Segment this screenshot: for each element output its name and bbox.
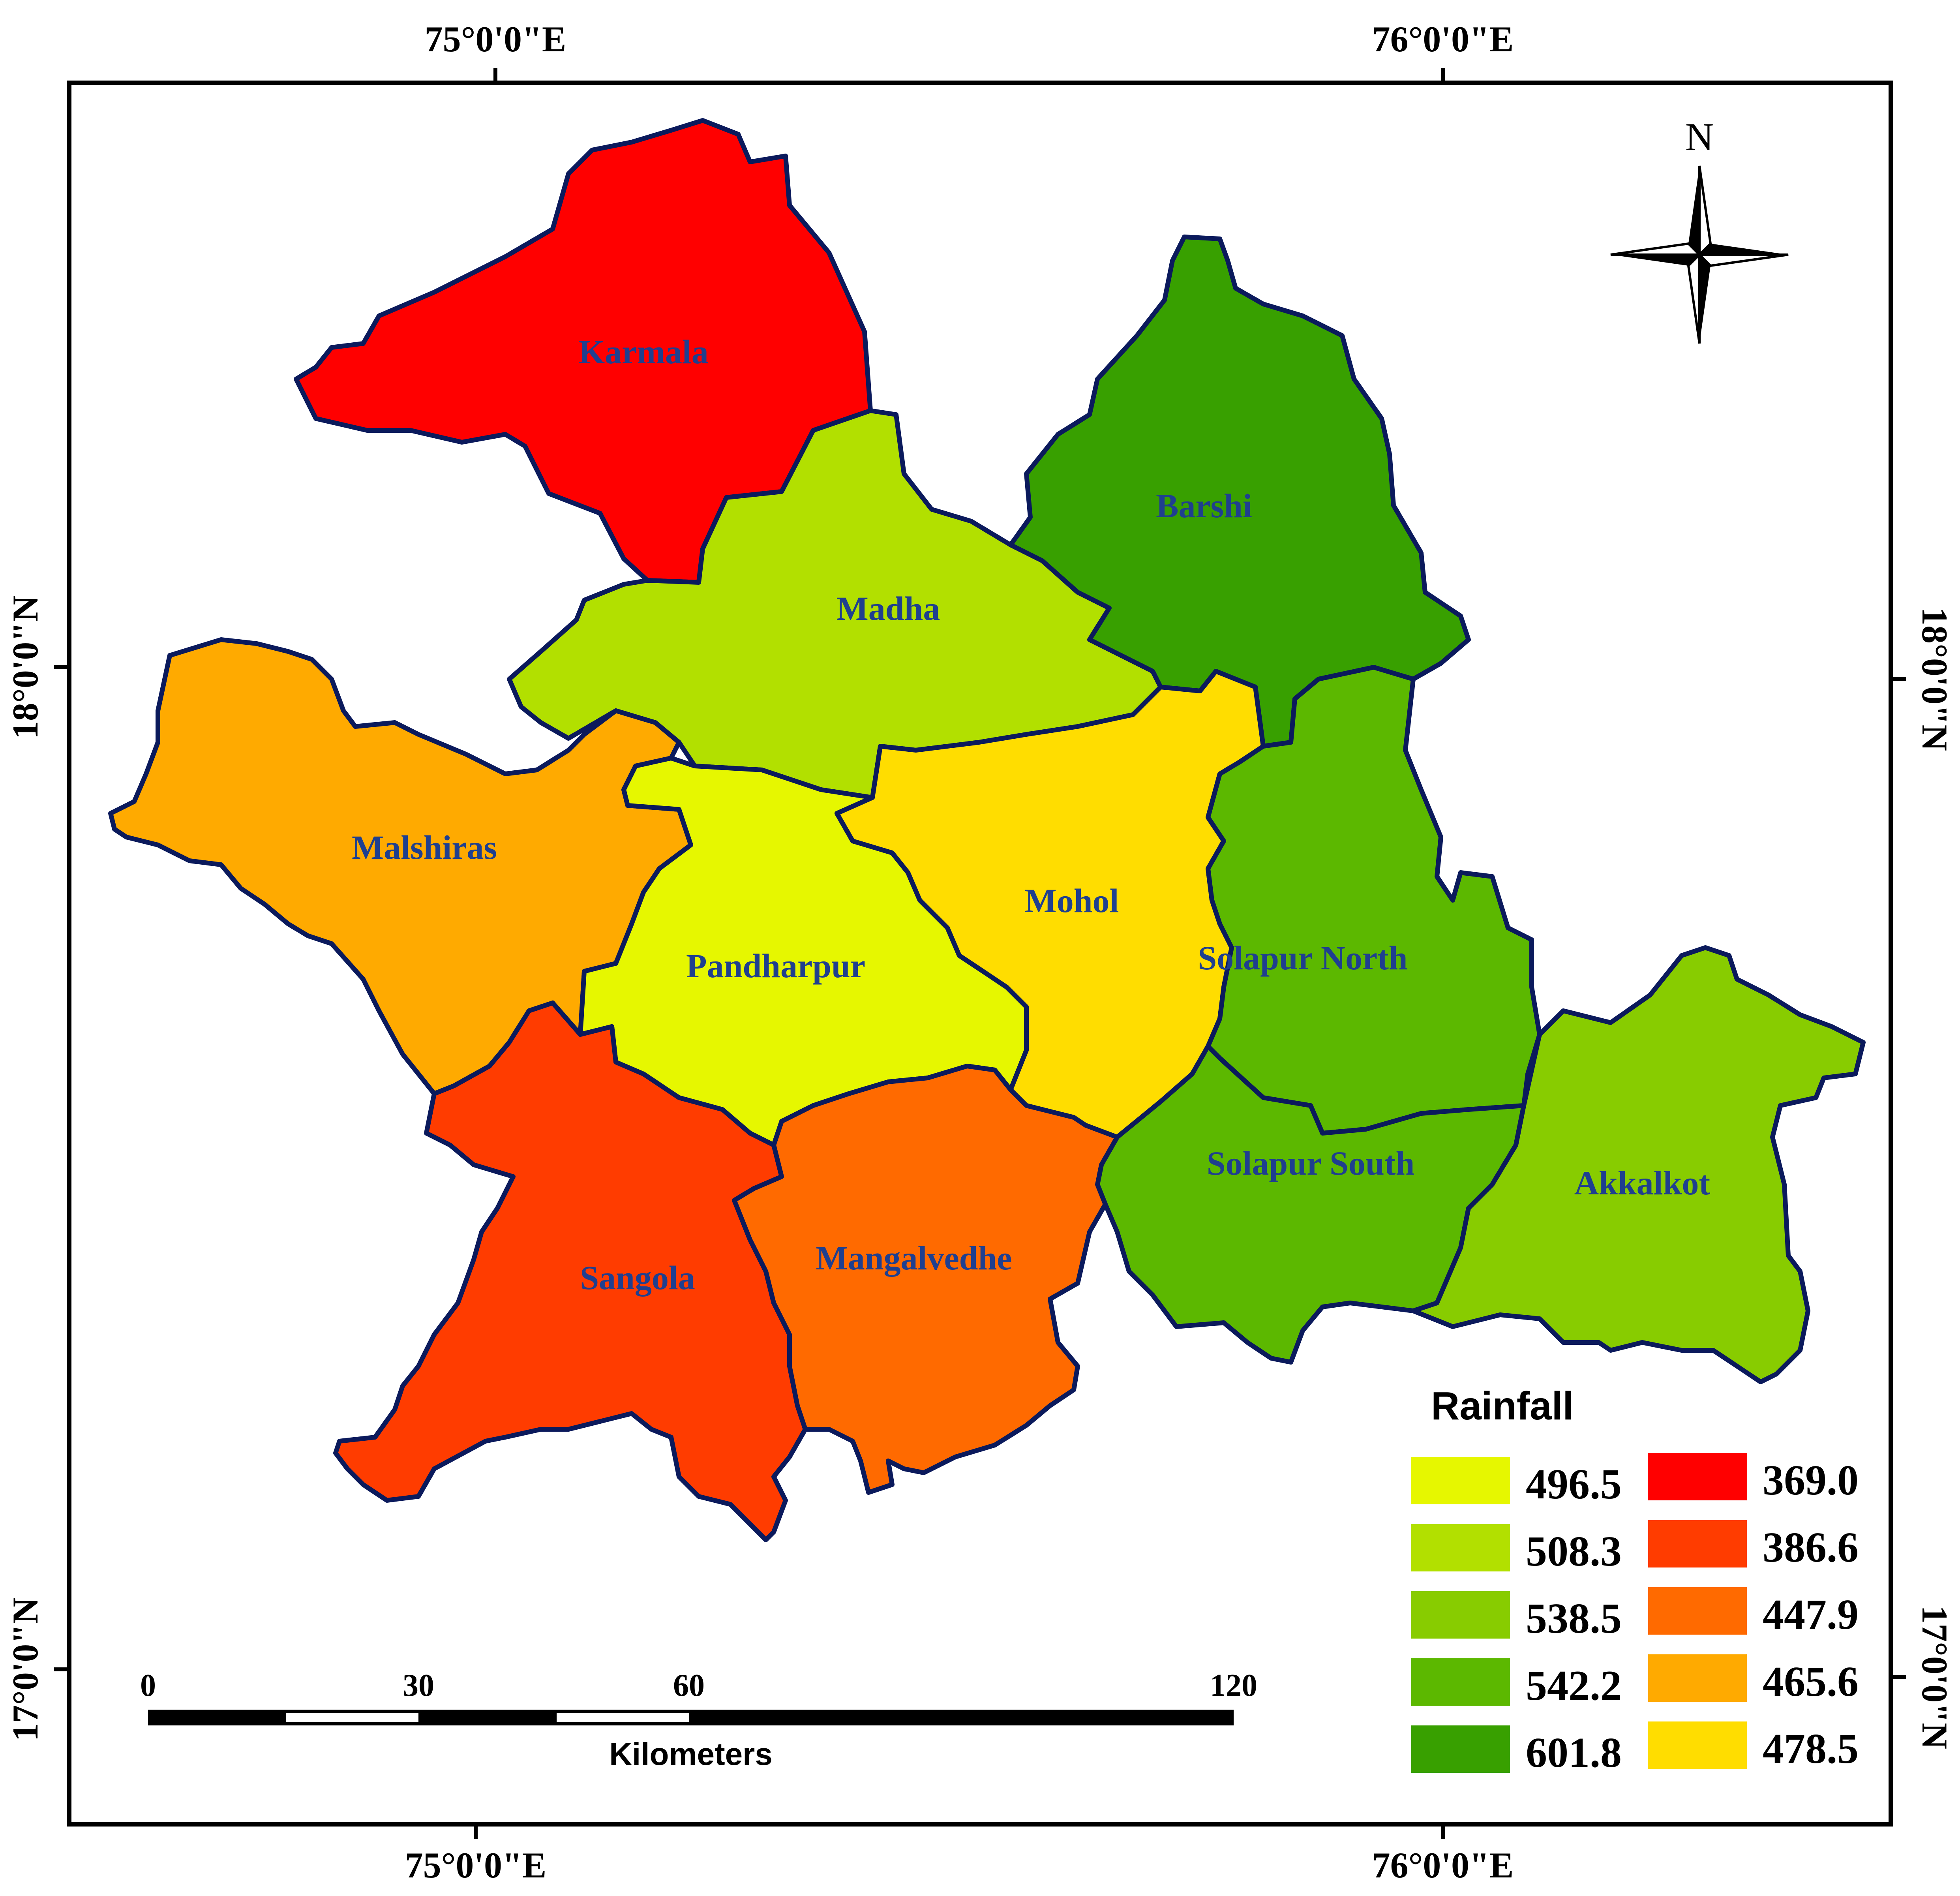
- label-madha: Madha: [837, 589, 940, 627]
- legend-swatch: [1411, 1524, 1510, 1571]
- scale-tick-label: 120: [1210, 1668, 1257, 1703]
- district-labels: Karmala Madha Barshi Malshiras Pandharpu…: [352, 333, 1710, 1297]
- legend-value: 465.6: [1763, 1658, 1859, 1705]
- legend-swatch: [1648, 1587, 1747, 1635]
- scale-bar-segment: [557, 1713, 689, 1722]
- label-sangola: Sangola: [580, 1259, 695, 1297]
- legend: Rainfall 496.5 508.3 538.5 542.2 601.8 3…: [1411, 1384, 1859, 1776]
- lat-label-left-top: 18°0'0"N: [5, 595, 45, 739]
- legend-swatch: [1411, 1457, 1510, 1504]
- lat-label-right-bottom: 17°0'0"N: [1915, 1605, 1955, 1749]
- scale-tick-label: 0: [140, 1668, 156, 1703]
- scale-tick-label: 30: [403, 1668, 434, 1703]
- legend-title: Rainfall: [1431, 1384, 1574, 1428]
- scale-bar-segment: [286, 1713, 418, 1722]
- compass-rose-icon: [1610, 165, 1789, 344]
- label-barshi: Barshi: [1156, 487, 1252, 525]
- label-mohol: Mohol: [1025, 882, 1119, 920]
- legend-swatch: [1411, 1658, 1510, 1706]
- legend-value: 478.5: [1763, 1725, 1859, 1772]
- legend-swatch: [1648, 1721, 1747, 1769]
- legend-value: 369.0: [1763, 1457, 1859, 1504]
- lat-label-right-top: 18°0'0"N: [1915, 607, 1955, 751]
- label-malshiras: Malshiras: [352, 828, 497, 866]
- label-pandharpur: Pandharpur: [686, 947, 865, 985]
- legend-swatch: [1648, 1654, 1747, 1702]
- north-label: N: [1685, 115, 1714, 159]
- label-solapur-south: Solapur South: [1207, 1144, 1415, 1182]
- scale-tick-label: 60: [673, 1668, 705, 1703]
- legend-swatch: [1648, 1453, 1747, 1500]
- lon-label-bottom-right: 76°0'0"E: [1372, 1845, 1514, 1885]
- legend-value: 447.9: [1763, 1591, 1859, 1638]
- district-karmala[interactable]: [294, 118, 873, 585]
- label-solapur-north: Solapur North: [1198, 939, 1407, 977]
- district-mangalvedhe[interactable]: [732, 1064, 1120, 1495]
- legend-value: 496.5: [1526, 1461, 1622, 1508]
- district-akkalkot[interactable]: [1411, 945, 1866, 1384]
- map-frame: [67, 81, 1893, 1827]
- legend-swatch: [1648, 1520, 1747, 1567]
- legend-value: 508.3: [1526, 1528, 1622, 1575]
- district-sangola[interactable]: [333, 1001, 808, 1542]
- legend-swatch: [1411, 1591, 1510, 1639]
- lon-label-bottom-left: 75°0'0"E: [405, 1845, 547, 1885]
- lon-label-top-right: 76°0'0"E: [1372, 19, 1514, 59]
- legend-swatch: [1411, 1725, 1510, 1773]
- label-akkalkot: Akkalkot: [1574, 1164, 1710, 1202]
- scale-unit-label: Kilometers: [609, 1736, 772, 1772]
- legend-value: 538.5: [1526, 1595, 1622, 1642]
- scale-bar: 0 30 60 120 Kilometers: [140, 1668, 1257, 1772]
- label-mangalvedhe: Mangalvedhe: [816, 1239, 1012, 1277]
- legend-value: 386.6: [1763, 1524, 1859, 1571]
- graticule-ticks: [54, 68, 1906, 1839]
- district-layer: [108, 118, 1866, 1542]
- lat-label-left-bottom: 17°0'0"N: [5, 1598, 45, 1741]
- label-karmala: Karmala: [578, 333, 709, 371]
- legend-value: 601.8: [1526, 1729, 1622, 1776]
- lon-label-top-left: 75°0'0"E: [425, 19, 566, 59]
- legend-value: 542.2: [1526, 1662, 1622, 1709]
